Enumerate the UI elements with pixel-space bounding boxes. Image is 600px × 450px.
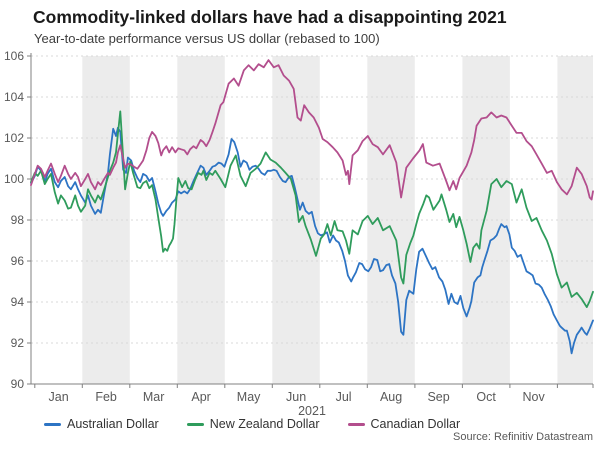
x-tick-label: Jun — [286, 390, 306, 404]
series-line-australian-dollar — [30, 126, 594, 355]
legend-swatch-australian-dollar — [44, 422, 61, 426]
x-tick-label: Jul — [336, 390, 352, 404]
chart-legend: Australian Dollar New Zealand Dollar Canad… — [44, 417, 460, 431]
legend-swatch-canadian-dollar — [347, 422, 365, 426]
y-tick-label: 98 — [11, 213, 25, 227]
legend-item-australian-dollar: Australian Dollar — [44, 417, 159, 431]
x-tick-label: Mar — [143, 390, 165, 404]
x-tick-label: Jan — [49, 390, 69, 404]
x-tick-label: Apr — [191, 390, 210, 404]
x-tick-label: Oct — [476, 390, 496, 404]
x-tick-label: Sep — [427, 390, 449, 404]
y-tick-label: 96 — [11, 254, 25, 268]
y-tick-label: 104 — [4, 90, 24, 104]
legend-label-australian-dollar: Australian Dollar — [67, 417, 159, 431]
chart-title: Commodity-linked dollars have had a disa… — [33, 7, 507, 27]
x-axis-year-label: 2021 — [298, 404, 326, 418]
y-tick-label: 90 — [11, 377, 25, 391]
legend-swatch-new-zealand-dollar — [186, 422, 204, 426]
y-tick-label: 94 — [11, 295, 25, 309]
y-tick-label: 92 — [11, 336, 25, 350]
legend-label-canadian-dollar: Canadian Dollar — [370, 417, 461, 431]
x-tick-label: Feb — [95, 390, 117, 404]
y-tick-label: 100 — [4, 172, 24, 186]
legend-label-new-zealand-dollar: New Zealand Dollar — [209, 417, 320, 431]
source-note: Source: Refinitiv Datastream — [453, 431, 593, 443]
legend-item-canadian-dollar: Canadian Dollar — [347, 417, 461, 431]
chart-subtitle: Year-to-date performance versus US dolla… — [34, 31, 380, 46]
x-tick-label: Aug — [380, 390, 402, 404]
x-tick-label: Nov — [522, 390, 545, 404]
y-tick-label: 106 — [4, 49, 24, 63]
y-tick-label: 102 — [4, 131, 24, 145]
series-line-new-zealand-dollar — [30, 110, 594, 309]
legend-item-new-zealand-dollar: New Zealand Dollar — [186, 417, 320, 431]
series-line-canadian-dollar — [30, 59, 594, 201]
x-tick-label: May — [237, 390, 261, 404]
